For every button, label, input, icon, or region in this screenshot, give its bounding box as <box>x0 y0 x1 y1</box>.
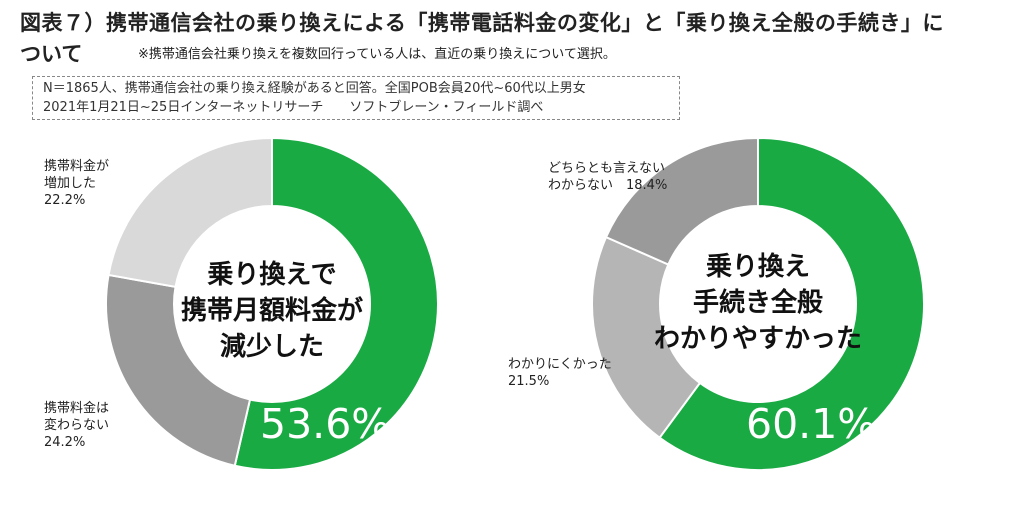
slice-label-line: 携帯料金が <box>44 159 110 174</box>
donut-chart-fee-change-svg <box>105 136 439 471</box>
chart-title-continued: ついて <box>20 42 83 66</box>
slice-label-line: どちらとも言えない <box>548 161 666 176</box>
center-label-fee-change: 乗り換えで 携帯月額料金が 減少した <box>102 257 442 365</box>
slice-label-hard: わかりにくかった 21.5% <box>508 356 612 390</box>
survey-info-box: N＝1865人、携帯通信会社の乗り換え経験があると回答。全国POB会員20代~6… <box>32 76 680 120</box>
highlight-percent-decreased: 53.6% <box>260 400 391 448</box>
title-footnote: ※携帯通信会社乗り換えを複数回行っている人は、直近の乗り換えについて選択。 <box>138 47 616 62</box>
center-label-procedure: 乗り換え 手続き全般 わかりやすかった <box>588 249 928 357</box>
chart-title: 図表７）携帯通信会社の乗り換えによる「携帯電話料金の変化」と「乗り換え全般の手続… <box>20 11 944 35</box>
center-label-line: 減少した <box>219 332 324 362</box>
donut-slice-1 <box>658 136 925 471</box>
slice-label-line: 24.2% <box>44 435 86 450</box>
center-label-line: 手続き全般 <box>692 288 823 318</box>
highlight-percent-easy: 60.1% <box>746 400 877 448</box>
center-label-line: わかりやすかった <box>653 324 862 354</box>
center-label-line: 乗り換え <box>705 252 810 282</box>
donut-slice-3 <box>107 136 273 289</box>
slice-label-fee-unchanged: 携帯料金は 変わらない 24.2% <box>44 400 109 451</box>
slice-label-line: わからない 18.4% <box>548 178 668 193</box>
survey-info-line-2: 2021年1月21日~25日インターネットリサーチ ソフトブレーン・フィールド調… <box>43 100 544 115</box>
donut-chart-fee-change: 乗り換えで 携帯月額料金が 減少した 53.6% <box>102 132 442 477</box>
donut-slice-2 <box>105 273 252 467</box>
survey-info-line-1: N＝1865人、携帯通信会社の乗り換え経験があると回答。全国POB会員20代~6… <box>43 81 586 96</box>
donut-chart-procedure: 乗り換え 手続き全般 わかりやすかった 60.1% <box>588 132 928 477</box>
slice-label-line: 増加した <box>44 176 97 191</box>
slice-label-line: 変わらない <box>44 418 110 433</box>
slice-label-line: 22.2% <box>44 193 86 208</box>
donut-chart-procedure-svg <box>591 136 925 471</box>
center-label-line: 乗り換えで <box>207 260 337 290</box>
donut-slice-1 <box>233 136 439 471</box>
slice-label-fee-increased: 携帯料金が 増加した 22.2% <box>44 158 109 209</box>
slice-label-line: 携帯料金は <box>44 401 110 416</box>
slice-label-line: わかりにくかった <box>508 357 612 372</box>
donut-slice-3 <box>604 136 759 266</box>
slice-label-line: 21.5% <box>508 374 550 389</box>
center-label-line: 携帯月額料金が <box>180 296 363 326</box>
slice-label-unsure: どちらとも言えない わからない 18.4% <box>548 160 667 194</box>
